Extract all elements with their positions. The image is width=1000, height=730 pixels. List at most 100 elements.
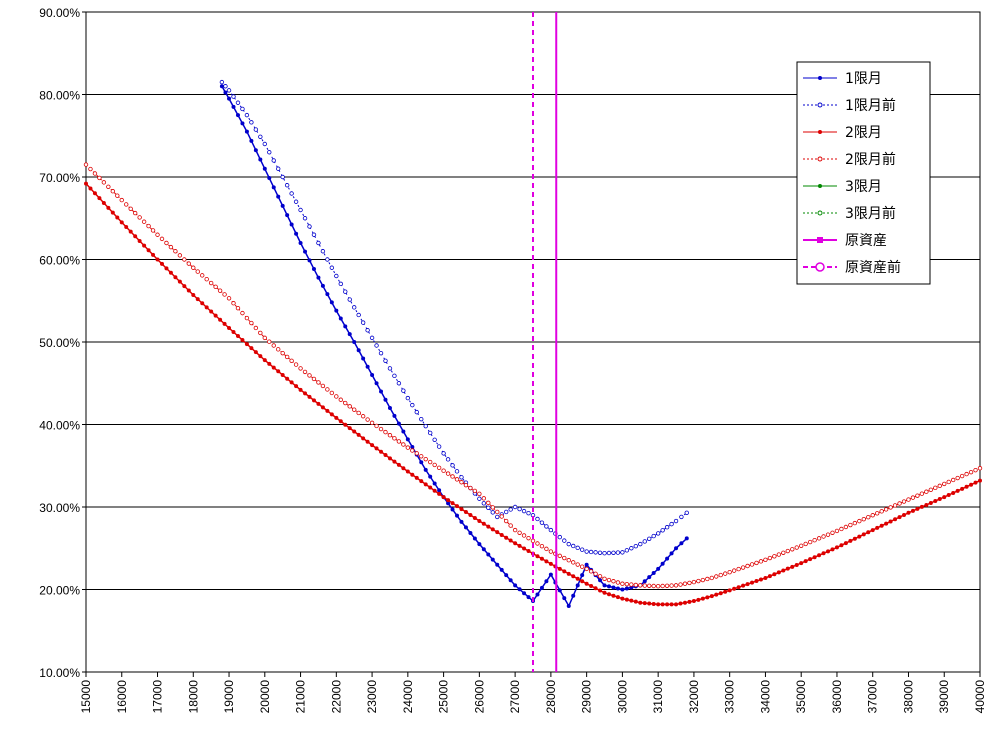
x-tick-label: 34000 xyxy=(758,680,772,714)
series-1限月前-point xyxy=(490,510,495,515)
series-2限月前-point xyxy=(343,400,348,406)
series-1限月-point xyxy=(684,536,689,541)
series-2限月前-point xyxy=(584,566,589,572)
series-1限月-point xyxy=(656,566,661,571)
series-2限月-point xyxy=(227,325,232,330)
series-2限月前-point xyxy=(874,511,880,516)
series-1限月前-point xyxy=(293,199,299,204)
series-2限月前-point xyxy=(629,582,634,587)
series-2限月前-point xyxy=(517,530,522,535)
series-1限月-point xyxy=(571,593,576,598)
series-1限月-point xyxy=(401,429,406,434)
series-2限月前-point xyxy=(307,373,312,378)
series-2限月前-point xyxy=(709,575,714,581)
series-2限月-point xyxy=(785,566,790,571)
series-2限月前-line xyxy=(85,164,981,587)
series-2限月-point xyxy=(964,484,969,489)
series-2限月-point xyxy=(110,210,115,215)
series-2限月前-point xyxy=(781,550,786,555)
series-2限月-point xyxy=(821,551,826,556)
series-1限月前-point xyxy=(597,550,603,555)
series-2限月-point xyxy=(790,564,795,569)
series-2限月前-point xyxy=(745,563,750,569)
series-2限月-point xyxy=(535,554,540,559)
series-2限月-point xyxy=(575,576,580,581)
y-tick-label: 60.00% xyxy=(39,254,80,268)
series-2限月前-point xyxy=(128,206,133,211)
series-2限月前-point xyxy=(208,280,214,286)
series-2限月-point xyxy=(401,466,406,471)
series-2限月前-point xyxy=(933,485,938,491)
series-1限月前-point xyxy=(325,257,330,262)
series-2限月-point xyxy=(915,506,920,511)
series-2限月-point xyxy=(477,519,482,524)
series-2限月-point xyxy=(642,601,647,606)
series-1限月前-point xyxy=(289,191,294,196)
series-2限月前-point xyxy=(477,491,482,496)
y-tick-label: 10.00% xyxy=(39,666,80,680)
series-1限月前-point xyxy=(579,547,585,552)
series-2限月前-point xyxy=(414,451,419,456)
legend-label-2限月前: 2限月前 xyxy=(845,151,896,168)
y-tick-label: 80.00% xyxy=(39,89,80,103)
series-2限月-point xyxy=(758,577,763,582)
series-2限月-point xyxy=(544,559,549,564)
series-2限月-point xyxy=(383,453,388,458)
series-1限月前-point xyxy=(535,516,540,522)
series-2限月-point xyxy=(933,499,938,504)
y-tick-label: 20.00% xyxy=(39,584,80,598)
series-1限月前-point xyxy=(343,289,348,294)
series-2限月前-point xyxy=(226,296,232,301)
series-1限月前-point xyxy=(378,350,384,356)
series-2限月-point xyxy=(647,601,652,606)
series-1限月前-point xyxy=(454,469,460,474)
series-2限月-point xyxy=(396,462,401,467)
series-2限月前-point xyxy=(530,538,536,544)
series-2限月-point xyxy=(638,600,643,605)
series-2限月前-point xyxy=(441,468,446,473)
series-1限月-point xyxy=(557,588,562,593)
series-2限月-point xyxy=(84,181,88,186)
x-tick-label: 36000 xyxy=(830,680,844,714)
series-2限月前-point xyxy=(799,543,804,548)
series-1限月-point xyxy=(311,266,316,271)
series-2限月-point xyxy=(437,491,442,496)
series-2限月前-point xyxy=(173,249,178,254)
series-1限月前-point xyxy=(642,539,647,544)
series-2限月前-point xyxy=(950,477,956,483)
series-2限月-point xyxy=(589,583,594,588)
series-2限月前-point xyxy=(816,536,822,541)
series-2限月-point xyxy=(910,508,915,513)
series-1限月-point xyxy=(450,507,455,512)
series-1限月-point xyxy=(472,536,477,541)
series-1限月前-point xyxy=(445,457,451,462)
series-2限月-point xyxy=(495,530,500,535)
series-2限月前-point xyxy=(191,265,196,270)
legend-label-1限月前: 1限月前 xyxy=(845,97,896,114)
series-2限月前-point xyxy=(258,330,263,336)
series-1限月前-point xyxy=(396,381,402,386)
series-2限月前-point xyxy=(566,558,571,563)
series-2限月-point xyxy=(870,528,875,533)
series-1限月前-point xyxy=(280,174,285,180)
series-1限月-point xyxy=(566,604,571,608)
series-2限月前-point xyxy=(276,347,281,352)
series-1限月-point xyxy=(463,525,468,530)
series-1限月前-point xyxy=(611,550,616,555)
series-2限月-point xyxy=(736,585,741,590)
series-1限月前-point xyxy=(679,514,684,520)
series-2限月前-point xyxy=(503,518,509,524)
series-2限月前-point xyxy=(352,407,357,412)
series-2限月-point xyxy=(942,495,947,500)
x-tick-label: 31000 xyxy=(651,680,665,714)
series-2限月前-point xyxy=(892,503,898,508)
series-1限月前-point xyxy=(427,430,433,436)
series-1限月-point xyxy=(539,585,544,590)
series-2限月前-point xyxy=(436,465,442,471)
series-2限月前-point xyxy=(691,579,697,585)
series-2限月前-point xyxy=(249,320,254,326)
series-2限月前-point xyxy=(624,581,630,587)
series-2限月前-point xyxy=(678,582,683,587)
series-1限月-point xyxy=(419,460,424,465)
series-2限月前-point xyxy=(700,577,706,583)
